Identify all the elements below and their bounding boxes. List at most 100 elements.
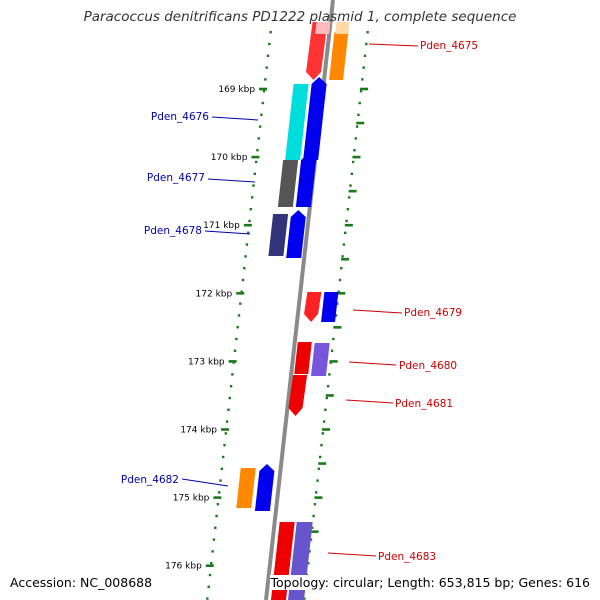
- minor-tick: [352, 155, 361, 159]
- guide-dot: [220, 467, 224, 470]
- guide-dot: [320, 444, 323, 447]
- gene-block: [329, 32, 349, 80]
- gene-leader-line: [345, 399, 394, 404]
- guide-dot: [313, 503, 317, 506]
- guide-dot: [316, 479, 319, 482]
- guide-dot: [254, 160, 258, 164]
- guide-dot: [326, 385, 330, 388]
- guide-dot: [266, 54, 270, 57]
- gene-label: Pden_4676: [151, 111, 209, 123]
- map-title: Paracoccus denitrificans PD1222 plasmid …: [83, 9, 517, 25]
- gene-leader-line: [181, 478, 229, 487]
- guide-dot: [317, 467, 321, 470]
- gene-block: [304, 292, 322, 322]
- guide-dot: [233, 349, 237, 352]
- guide-dot: [210, 562, 213, 565]
- gene-block: [236, 468, 256, 508]
- guide-dot: [332, 337, 335, 341]
- guide-dot: [215, 514, 218, 518]
- gene-label: Pden_4679: [404, 307, 462, 319]
- guide-dot: [237, 314, 241, 317]
- ruler-label: 173 kbp: [188, 357, 225, 367]
- gene-leader-line: [327, 552, 377, 557]
- gene-block: [315, 22, 331, 34]
- guide-dot: [359, 90, 363, 93]
- guide-dot: [338, 278, 342, 282]
- gene-leader-line: [211, 116, 259, 121]
- guide-dot: [362, 66, 365, 69]
- ruler-label: 170 kbp: [211, 153, 248, 163]
- ruler-tick: [251, 155, 260, 159]
- guide-dot: [235, 337, 238, 341]
- guide-dot: [264, 78, 267, 81]
- minor-tick: [341, 257, 350, 261]
- guide-dot: [231, 373, 234, 376]
- guide-dot: [355, 125, 359, 128]
- guide-dot: [206, 597, 209, 600]
- guide-dot: [328, 373, 331, 376]
- guide-dot: [315, 491, 318, 494]
- guide-dot: [244, 255, 247, 258]
- guide-dot: [253, 172, 257, 175]
- guide-dot: [311, 526, 314, 529]
- guide-dot: [258, 125, 262, 128]
- ruler-label: 169 kbp: [218, 85, 255, 95]
- guide-dot: [269, 31, 272, 34]
- guide-dot: [357, 113, 360, 116]
- guide-dot: [351, 160, 355, 164]
- guide-dot: [260, 113, 263, 116]
- guide-dot: [322, 420, 326, 423]
- guide-dot: [361, 78, 364, 81]
- gene-block: [277, 160, 299, 207]
- guide-dot: [218, 491, 221, 494]
- guide-dot: [247, 231, 250, 234]
- guide-dot: [318, 455, 322, 459]
- guide-dot: [324, 408, 327, 411]
- gene-label: Pden_4682: [121, 474, 179, 486]
- guide-dot: [347, 196, 351, 199]
- guide-dot: [321, 432, 325, 435]
- ruler-label: 175 kbp: [173, 494, 210, 504]
- guide-dot: [256, 149, 259, 152]
- guide-dot: [353, 149, 356, 152]
- accession-text: Accession: NC_008688: [9, 575, 154, 590]
- guide-dot: [207, 585, 210, 588]
- guide-dot: [236, 326, 239, 329]
- guide-dot: [337, 290, 340, 293]
- guide-dot: [228, 396, 231, 400]
- guide-dot: [211, 550, 214, 553]
- gene-leader-line: [207, 178, 256, 183]
- gene-label: Pden_4675: [420, 40, 478, 52]
- guide-dot: [223, 444, 226, 447]
- gene-block: [303, 77, 327, 160]
- guide-dot: [241, 278, 245, 282]
- guide-dot: [307, 562, 310, 565]
- gene-block: [294, 342, 312, 374]
- guide-dot: [261, 101, 264, 105]
- ruler-label: 174 kbp: [180, 426, 217, 436]
- ruler-tick: [221, 428, 230, 431]
- guide-dot: [262, 90, 266, 93]
- minor-tick: [325, 394, 334, 397]
- guide-dot: [265, 66, 268, 69]
- guide-dot: [214, 526, 217, 529]
- guide-dot: [252, 184, 255, 187]
- guide-dot: [227, 408, 230, 411]
- ruler-tick: [236, 292, 245, 295]
- guide-dot: [219, 479, 222, 482]
- guide-dot: [350, 172, 354, 175]
- guide-dot: [208, 573, 212, 577]
- minor-tick: [337, 292, 346, 295]
- guide-dot: [354, 137, 357, 140]
- guide-dot: [325, 396, 328, 400]
- guide-dot: [365, 42, 368, 46]
- guide-dot: [249, 208, 253, 211]
- guide-dot: [245, 243, 249, 246]
- minor-tick: [333, 326, 342, 329]
- gene-label: Pden_4678: [144, 225, 202, 237]
- guide-dot: [336, 302, 339, 305]
- guide-dot: [216, 503, 220, 506]
- gene-leader-line: [204, 230, 251, 235]
- minor-tick: [310, 530, 319, 533]
